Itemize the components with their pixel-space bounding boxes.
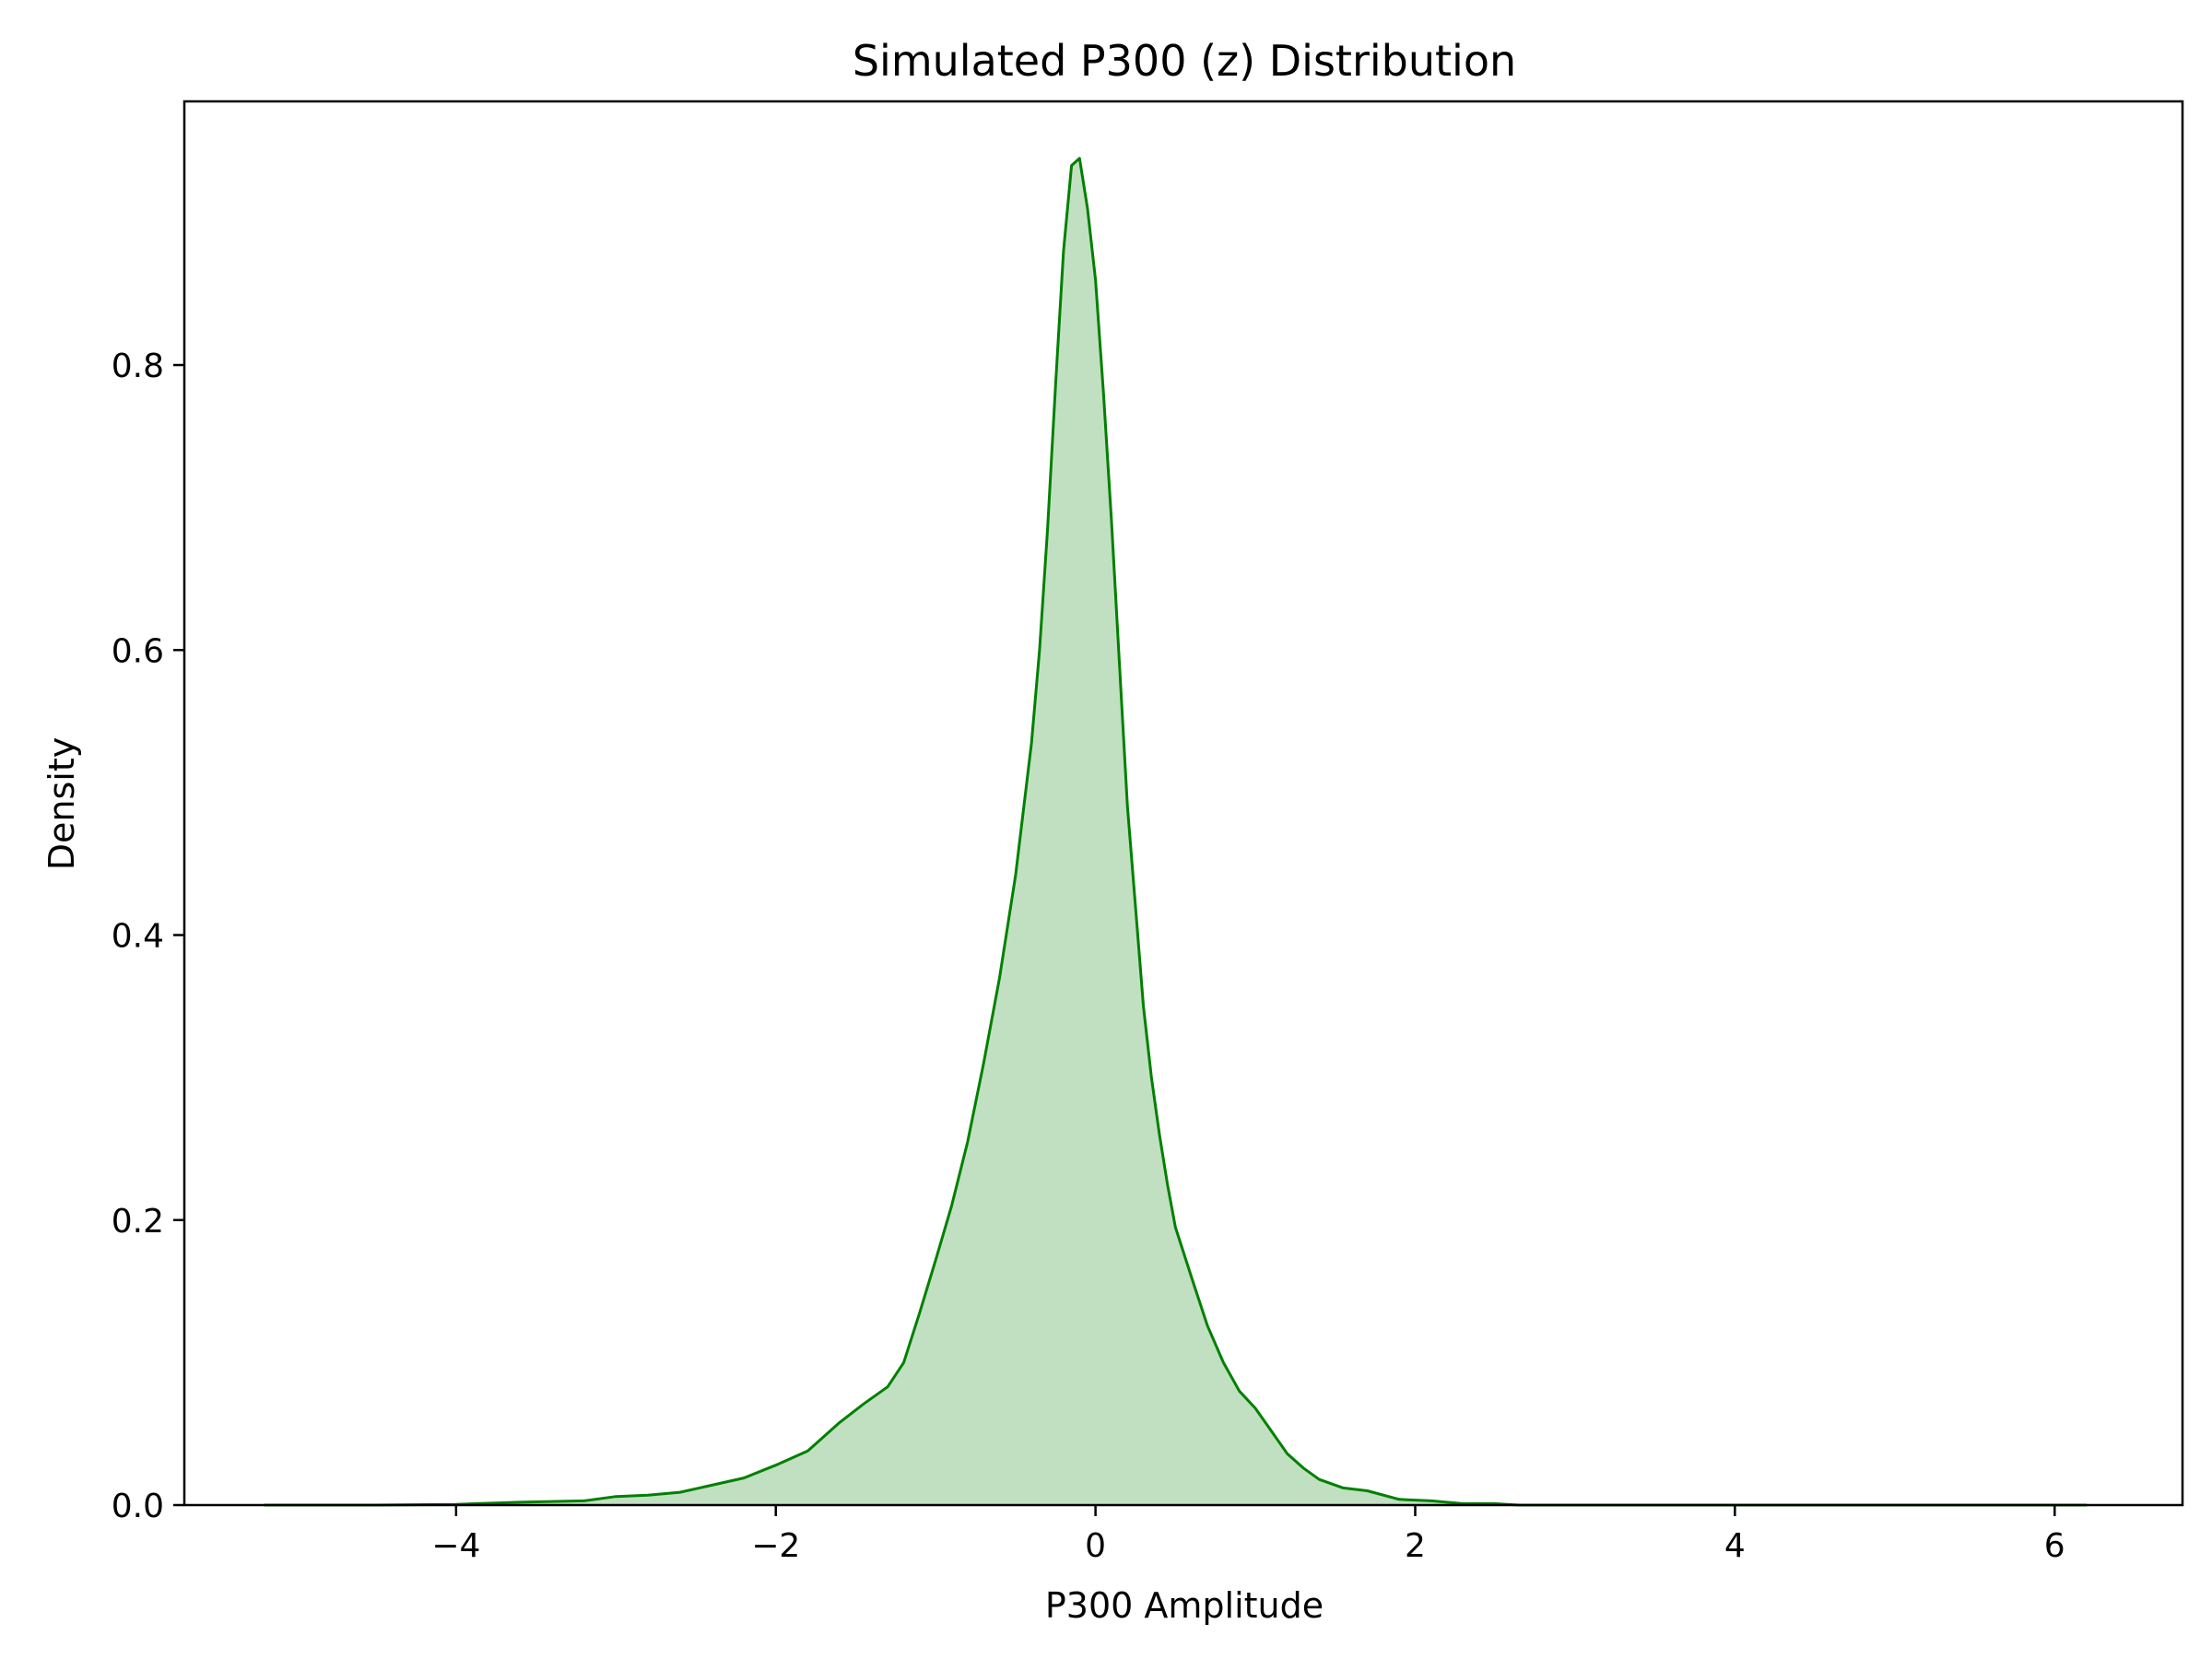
y-tick-label: 0.0 <box>112 1488 164 1525</box>
x-tick-label: −2 <box>751 1527 800 1565</box>
x-axis: −4 −2 0 2 4 6 <box>431 1505 2065 1565</box>
x-tick-label: −4 <box>431 1527 480 1565</box>
x-axis-label: P300 Amplitude <box>1045 1585 1324 1626</box>
x-tick-label: 0 <box>1085 1527 1106 1565</box>
x-tick-label: 6 <box>2044 1527 2065 1565</box>
y-axis: 0.0 0.2 0.4 0.6 0.8 <box>112 347 184 1525</box>
x-tick-label: 4 <box>1724 1527 1746 1565</box>
axes-frame <box>182 100 2184 1507</box>
x-tick-label: 2 <box>1405 1527 1426 1565</box>
y-tick-label: 0.4 <box>112 918 164 956</box>
y-axis-label: Density <box>41 737 82 870</box>
y-tick-label: 0.2 <box>112 1203 164 1241</box>
density-curve-line <box>264 157 2087 1507</box>
y-tick-label: 0.8 <box>112 347 164 385</box>
y-tick-label: 0.6 <box>112 632 164 670</box>
plot-area <box>264 157 2087 1507</box>
chart-title: Simulated P300 (z) Distribution <box>853 36 1516 86</box>
density-fill-area <box>264 158 2087 1505</box>
